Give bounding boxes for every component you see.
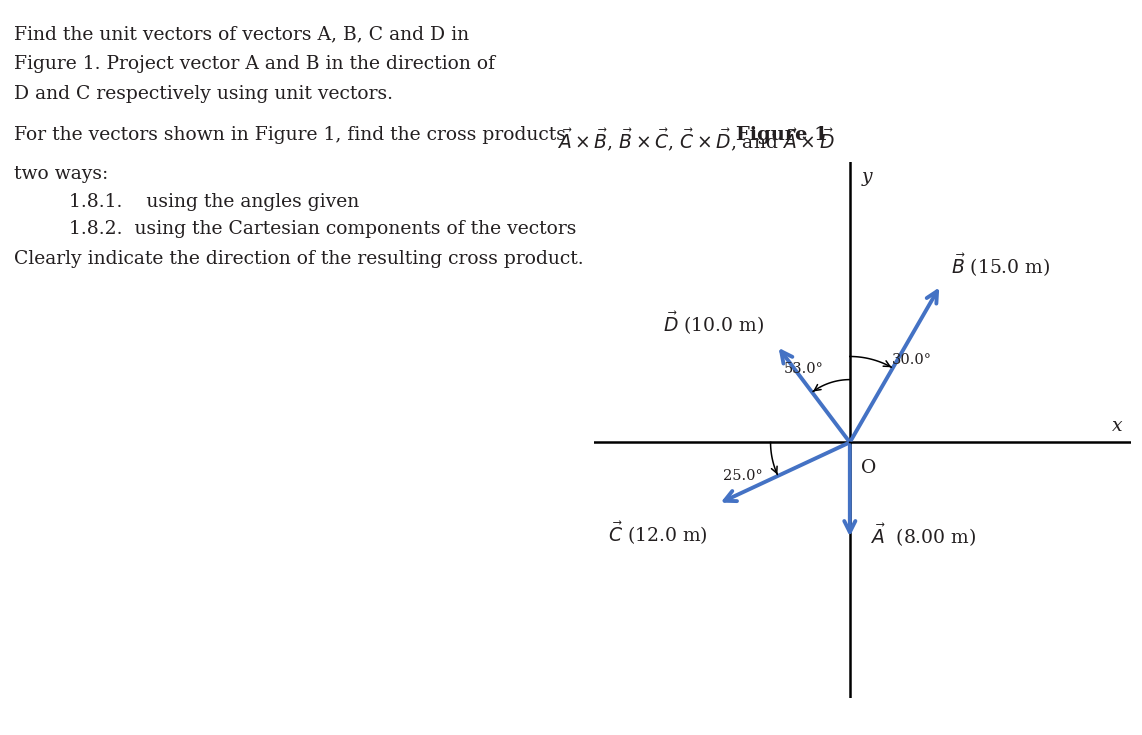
- Text: y: y: [861, 168, 872, 186]
- Text: Figure 1: Figure 1: [737, 126, 828, 144]
- Text: Clearly indicate the direction of the resulting cross product.: Clearly indicate the direction of the re…: [14, 250, 584, 268]
- Text: two ways:: two ways:: [14, 165, 108, 183]
- Text: $\vec{A}$  (8.00 m): $\vec{A}$ (8.00 m): [870, 521, 976, 548]
- Text: $\vec{C}$ (12.0 m): $\vec{C}$ (12.0 m): [609, 519, 708, 545]
- Text: x: x: [1111, 417, 1123, 435]
- Text: $\vec{A} \times \vec{B}$, $\vec{B} \times \vec{C}$, $\vec{C} \times \vec{D}$, an: $\vec{A} \times \vec{B}$, $\vec{B} \time…: [557, 126, 835, 153]
- Text: O: O: [861, 459, 877, 477]
- Text: Find the unit vectors of vectors A, B, C and D in: Find the unit vectors of vectors A, B, C…: [14, 26, 469, 43]
- Text: 1.8.1.    using the angles given: 1.8.1. using the angles given: [69, 193, 359, 210]
- Text: Figure 1. Project vector A and B in the direction of: Figure 1. Project vector A and B in the …: [14, 55, 494, 73]
- Text: 1.8.2.  using the Cartesian components of the vectors: 1.8.2. using the Cartesian components of…: [69, 220, 576, 238]
- Text: $\vec{D}$ (10.0 m): $\vec{D}$ (10.0 m): [662, 309, 764, 336]
- Text: $\vec{B}$ (15.0 m): $\vec{B}$ (15.0 m): [950, 251, 1049, 279]
- Text: D and C respectively using unit vectors.: D and C respectively using unit vectors.: [14, 85, 393, 102]
- Text: 53.0°: 53.0°: [783, 362, 823, 376]
- Text: 30.0°: 30.0°: [892, 354, 932, 368]
- Text: 25.0°: 25.0°: [723, 469, 763, 483]
- Text: For the vectors shown in Figure 1, find the cross products: For the vectors shown in Figure 1, find …: [14, 126, 578, 144]
